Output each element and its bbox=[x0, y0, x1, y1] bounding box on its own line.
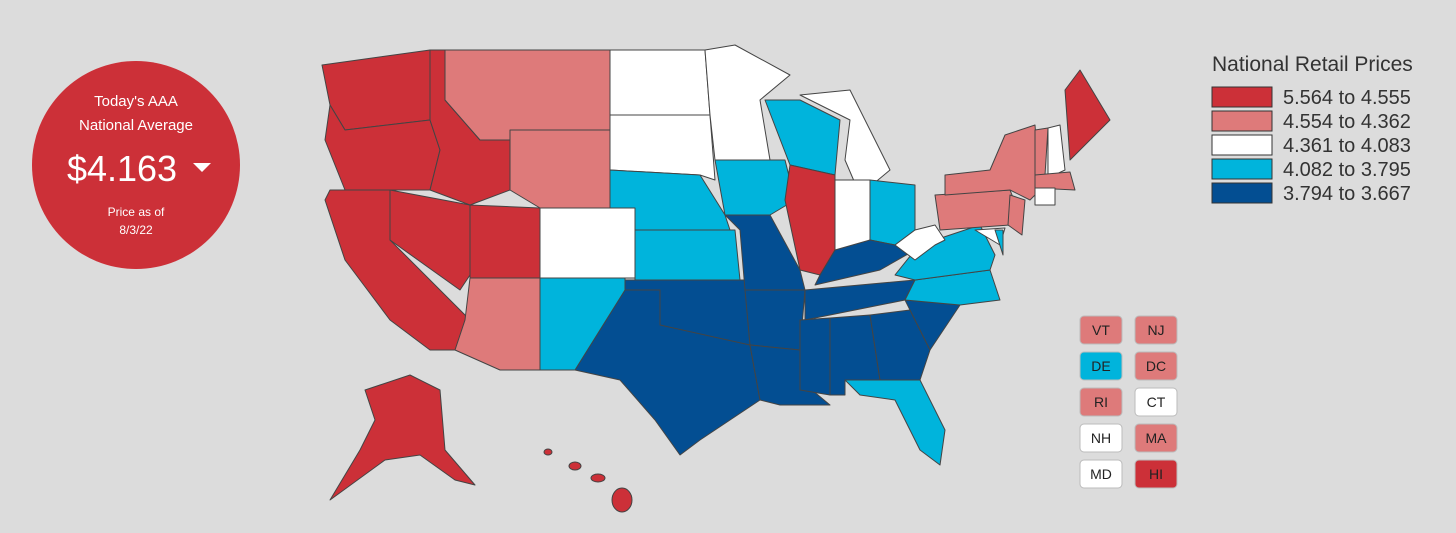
legend-swatch bbox=[1211, 86, 1273, 108]
badge-note: 8/3/22 bbox=[119, 223, 153, 237]
state-key-label: DE bbox=[1091, 358, 1110, 374]
state-key-label: VT bbox=[1092, 322, 1110, 338]
state-key[interactable] bbox=[1079, 315, 1123, 345]
small-state-keys: VT NJ DE DC RI CT NH MA MD HI bbox=[1079, 315, 1178, 489]
state-key-label: NH bbox=[1091, 430, 1111, 446]
legend-swatch bbox=[1211, 158, 1273, 180]
legend-label: 4.554 to 4.362 bbox=[1283, 111, 1411, 133]
state-key-label: MD bbox=[1090, 466, 1112, 482]
legend-label: 4.082 to 3.795 bbox=[1283, 159, 1411, 181]
legend-label: 3.794 to 3.667 bbox=[1283, 183, 1411, 205]
legend-label: 4.361 to 4.083 bbox=[1283, 135, 1411, 157]
state-key-label: RI bbox=[1094, 394, 1108, 410]
state-key[interactable] bbox=[1079, 351, 1123, 381]
legend-title: National Retail Prices bbox=[1212, 53, 1413, 76]
state-key-label: HI bbox=[1149, 466, 1163, 482]
national-average-badge: Today's AAA National Average $4.163 Price a… bbox=[32, 61, 240, 269]
legend-swatch bbox=[1211, 134, 1273, 156]
state-key[interactable] bbox=[1134, 387, 1178, 417]
badge-title: National Average bbox=[79, 117, 193, 134]
badge-title: Today's AAA bbox=[94, 93, 178, 110]
badge-price: $4.163 bbox=[67, 148, 177, 189]
legend-swatch bbox=[1211, 110, 1273, 132]
dropdown-arrow[interactable] bbox=[193, 163, 211, 172]
state-key[interactable] bbox=[1134, 351, 1178, 381]
state-key-label: NJ bbox=[1147, 322, 1164, 338]
badge-circle bbox=[32, 61, 240, 269]
state-key-label: DC bbox=[1146, 358, 1166, 374]
legend-swatch bbox=[1211, 182, 1273, 204]
state-key[interactable] bbox=[1079, 423, 1123, 453]
badge-note: Price as of bbox=[108, 205, 165, 219]
us-map bbox=[321, 44, 1111, 513]
state-key[interactable] bbox=[1079, 459, 1123, 489]
state-key[interactable] bbox=[1134, 459, 1178, 489]
state-key[interactable] bbox=[1134, 315, 1178, 345]
state-key-label: MA bbox=[1146, 430, 1168, 446]
state-key-label: CT bbox=[1147, 394, 1166, 410]
state-key[interactable] bbox=[1079, 387, 1123, 417]
legend-label: 5.564 to 4.555 bbox=[1283, 87, 1411, 109]
state-key[interactable] bbox=[1134, 423, 1178, 453]
legend: National Retail Prices 5.564 to 4.5554.55… bbox=[1211, 53, 1413, 205]
